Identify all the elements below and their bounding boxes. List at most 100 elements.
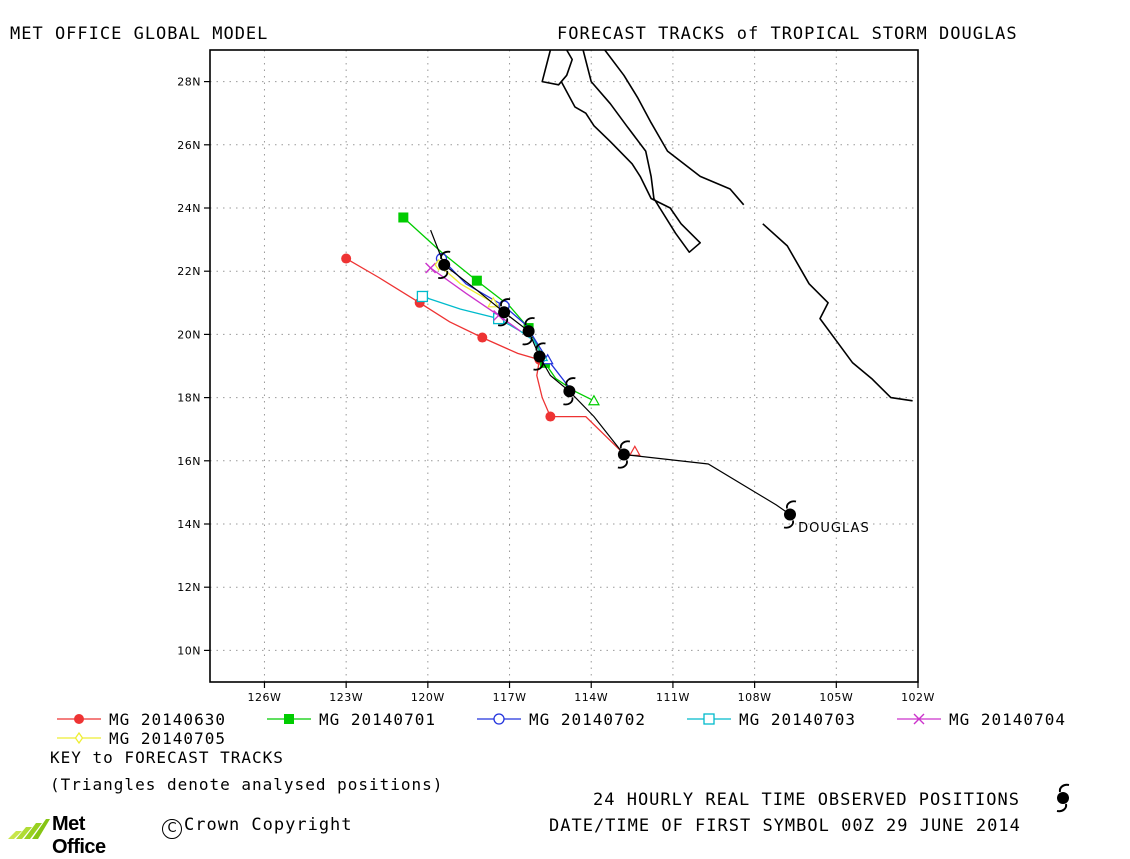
track-line xyxy=(422,295,543,357)
chart-title: FORECAST TRACKS of TROPICAL STORM DOUGLA… xyxy=(557,24,1018,44)
track-marker xyxy=(341,253,352,264)
legend-label: MG 20140703 xyxy=(739,710,856,729)
y-tick-label: 18N xyxy=(177,392,201,405)
analysed-position-triangle xyxy=(487,296,500,308)
storm-symbol-core xyxy=(533,350,546,363)
legend-marker-icon xyxy=(57,714,101,724)
legend-label: MG 20140705 xyxy=(109,729,226,748)
track-marker xyxy=(416,290,429,303)
legend-marker-icon xyxy=(477,713,521,725)
storm-symbol-arm xyxy=(522,337,533,346)
storm-symbol-arm xyxy=(617,460,628,469)
y-tick-label: 26N xyxy=(177,139,201,152)
axis-ticks: 126W 123W 120W 117W 114W 111W 108W 105W 102W 10N 1… xyxy=(177,76,935,704)
y-tick-label: 10N xyxy=(177,644,201,657)
y-tick-label: 24N xyxy=(177,202,201,215)
observed-position-symbol-icon xyxy=(1056,783,1070,813)
forecast-track-map: 126W 123W 120W 117W 114W 111W 108W 105W 102W 10N 1… xyxy=(177,49,935,704)
observed-positions-label: 24 HOURLY REAL TIME OBSERVED POSITIONS xyxy=(593,790,1020,810)
track-marker xyxy=(545,411,556,422)
storm-symbol-arm xyxy=(440,250,451,260)
x-tick-label: 105W xyxy=(819,691,853,704)
storm-symbol-icon xyxy=(438,250,451,279)
track-marker xyxy=(398,212,409,223)
legend-marker-icon xyxy=(267,714,311,724)
track-marker xyxy=(913,713,925,725)
storm-symbol-arm xyxy=(533,362,544,371)
map-grid xyxy=(210,50,919,682)
y-tick-label: 20N xyxy=(177,328,201,341)
legend-label: MG 20140702 xyxy=(529,710,646,729)
storm-symbol-core xyxy=(498,306,511,319)
copyright-icon: C xyxy=(162,819,182,839)
storm-symbol-arm xyxy=(524,317,535,326)
storm-symbol-arm xyxy=(497,318,509,327)
key-note: (Triangles denote analysed positions) xyxy=(50,775,444,794)
track-line xyxy=(438,264,494,304)
observed-track xyxy=(430,229,797,529)
storm-symbol-arm xyxy=(535,342,546,351)
analysed-position-triangle xyxy=(628,445,641,456)
x-tick-label: 120W xyxy=(411,691,445,704)
legend-label: MG 20140704 xyxy=(949,710,1066,729)
storm-symbol-core xyxy=(563,385,576,398)
model-title: MET OFFICE GLOBAL MODEL xyxy=(10,24,269,44)
storm-symbol-icon xyxy=(497,298,511,327)
storm-symbol-core xyxy=(438,258,451,271)
storm-symbol-icon xyxy=(563,377,576,406)
y-tick-label: 14N xyxy=(177,518,201,531)
track-marker xyxy=(74,731,84,745)
x-tick-label: 114W xyxy=(574,691,608,704)
storm-name-label: DOUGLAS xyxy=(798,521,870,536)
coastline-segment xyxy=(762,223,913,402)
track-line xyxy=(345,258,622,452)
coastline-segment xyxy=(560,49,702,253)
legend-label: MG 20140630 xyxy=(109,710,226,729)
x-tick-label: 111W xyxy=(656,691,690,704)
storm-symbol-core xyxy=(784,508,796,521)
track-mg-20140703 xyxy=(416,290,543,357)
legend-marker-icon xyxy=(897,713,941,725)
storm-symbol-core xyxy=(522,325,535,338)
storm-symbol-icon xyxy=(522,317,535,346)
x-tick-label: 117W xyxy=(493,691,527,704)
track-marker xyxy=(471,275,482,286)
analysed-position-triangle xyxy=(587,394,600,406)
track-marker xyxy=(477,332,488,343)
x-tick-label: 123W xyxy=(329,691,363,704)
track-marker xyxy=(703,713,715,725)
track-marker xyxy=(493,713,505,725)
storm-symbol-arm xyxy=(438,270,449,279)
copyright-text: Crown Copyright xyxy=(184,815,353,835)
x-tick-label: 126W xyxy=(248,691,282,704)
storm-symbol-arm xyxy=(785,500,797,509)
storm-symbol-icon xyxy=(533,342,546,371)
y-tick-label: 22N xyxy=(177,265,201,278)
x-tick-label: 108W xyxy=(738,691,772,704)
y-tick-label: 28N xyxy=(177,76,201,89)
observed-track-line xyxy=(430,229,791,515)
storm-symbol-arm xyxy=(500,298,511,307)
storm-symbol-core xyxy=(617,448,630,461)
legend-marker-icon xyxy=(687,713,731,725)
key-title: KEY to FORECAST TRACKS xyxy=(50,748,284,767)
track-marker xyxy=(425,262,437,274)
legend-label: MG 20140701 xyxy=(319,710,436,729)
legend-marker-icon xyxy=(57,731,101,745)
coastline-segment xyxy=(541,49,574,86)
met-office-stripes-icon xyxy=(8,819,50,839)
x-tick-label: 102W xyxy=(901,691,935,704)
storm-symbol-arm xyxy=(783,520,795,529)
copyright-notice: C Crown Copyright xyxy=(162,815,353,839)
track-mg-20140704 xyxy=(425,262,521,332)
storm-symbol-arm xyxy=(563,397,574,406)
y-tick-label: 12N xyxy=(177,581,201,594)
first-symbol-datetime: DATE/TIME OF FIRST SYMBOL 00Z 29 JUNE 20… xyxy=(549,816,1021,836)
coastline-segment xyxy=(604,49,745,206)
storm-symbol-arm xyxy=(565,377,576,386)
track-line xyxy=(430,267,521,332)
plot-frame xyxy=(209,49,919,683)
track-marker xyxy=(74,714,84,724)
storm-symbol-icon xyxy=(783,500,797,529)
track-line xyxy=(402,217,595,402)
